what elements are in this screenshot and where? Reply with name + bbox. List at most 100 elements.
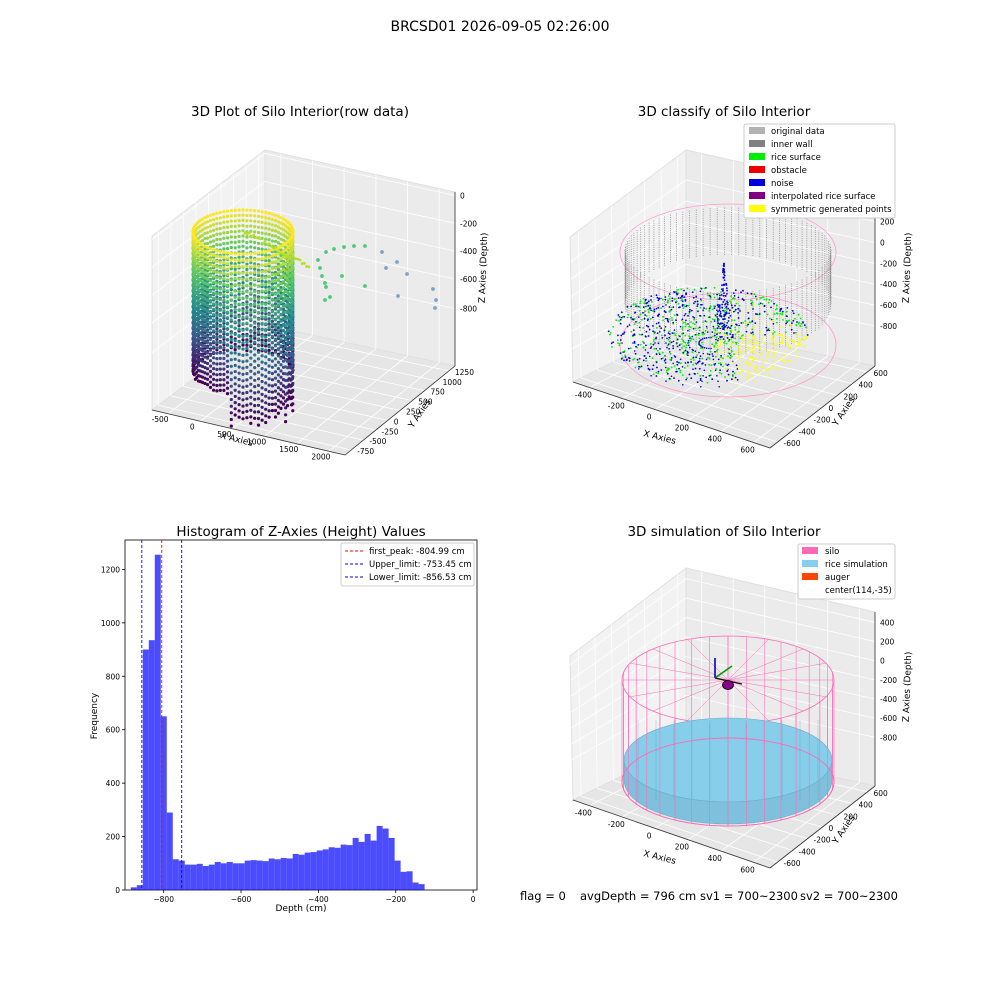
plot1-point: [249, 213, 253, 218]
plot1-point: [208, 311, 213, 315]
plot1-point: [208, 289, 213, 293]
plot1-point: [249, 389, 253, 393]
plot1-point: [241, 303, 245, 307]
plot1-point: [241, 322, 245, 326]
plot2-point: [757, 342, 760, 345]
plot2-point: [773, 313, 776, 315]
plot1-point: [252, 233, 256, 237]
plot1-outlier-point: [342, 245, 346, 249]
plot2-point: [638, 306, 641, 308]
plot2-point: [769, 355, 772, 358]
plot1-point: [206, 214, 210, 218]
plot1-point: [203, 304, 207, 309]
plot2-point: [716, 338, 719, 340]
grid-line: [571, 695, 876, 761]
plot2-point: [725, 356, 728, 359]
plot1-point: [241, 312, 245, 316]
plot2-point: [773, 331, 776, 333]
plot1-point: [264, 335, 268, 339]
plot2-point: [665, 317, 667, 320]
plot2-point: [680, 347, 683, 349]
plot2-point: [681, 318, 684, 321]
plot1-point: [212, 259, 216, 263]
plot1-point: [241, 296, 245, 300]
plot1-point: [195, 333, 199, 337]
plot2-point: [718, 323, 721, 325]
plot2-point: [709, 370, 712, 372]
plot2-point: [698, 337, 701, 340]
plot2-point: [616, 339, 619, 341]
plot2-point: [669, 358, 672, 361]
plot1-point: [273, 363, 278, 367]
plot2-point: [725, 332, 728, 334]
plot1-point: [200, 248, 205, 252]
plot1-point: [203, 216, 207, 220]
plot2-point: [730, 304, 733, 307]
plot1-point: [229, 391, 233, 395]
plot1-point: [222, 351, 226, 355]
plot1-point: [290, 351, 294, 355]
plot1-point: [256, 344, 261, 348]
plot2-point: [652, 343, 655, 346]
plot2-point: [703, 307, 705, 309]
plot1-point: [222, 325, 226, 329]
plot1-point: [254, 236, 258, 240]
plot2-point: [708, 294, 711, 297]
plot2-point: [699, 314, 701, 317]
plot2-point: [719, 307, 721, 309]
plot1-point: [267, 358, 271, 362]
plot1-point: [222, 362, 226, 366]
plot2-point: [678, 344, 681, 347]
plot1-point: [270, 234, 274, 238]
plot2-point: [747, 323, 749, 326]
plot2-point: [742, 370, 744, 373]
plot2-point: [646, 364, 649, 367]
plot1-point: [267, 222, 271, 226]
plot1-point: [249, 245, 253, 249]
plot2-point: [658, 297, 660, 300]
plot1-point: [273, 239, 278, 243]
z-tick-label: -400: [460, 247, 477, 256]
plot2-point: [647, 351, 649, 354]
plot2-point: [730, 344, 733, 347]
plot1-point: [215, 300, 219, 305]
plot1-point: [245, 403, 249, 407]
plot2-point: [749, 340, 751, 343]
plot2-point: [752, 308, 754, 310]
plot2-point: [619, 339, 622, 341]
plot2-point: [726, 303, 729, 306]
plot2-point: [633, 350, 636, 352]
plot2-point: [681, 333, 683, 335]
plot2-point: [679, 297, 682, 299]
plot1-point: [218, 260, 222, 264]
plot1-point: [273, 218, 278, 223]
plot2-point: [734, 333, 737, 336]
plot2-point: [690, 377, 693, 380]
plot1-point: [264, 394, 268, 398]
plot1-outlier-point: [396, 294, 400, 298]
plot2-point: [673, 332, 676, 335]
plot1-point: [264, 280, 268, 284]
plot2-point: [689, 326, 692, 328]
plot2-point: [651, 368, 654, 370]
plot1-point: [256, 416, 261, 421]
plot1-point: [253, 277, 257, 281]
plot2-point: [746, 292, 749, 295]
plot2-point: [742, 360, 745, 362]
plot2-point: [726, 322, 729, 324]
plot2-point: [764, 373, 767, 376]
plot1-point: [225, 348, 230, 352]
plot1-point: [286, 341, 290, 345]
plot1-point: [286, 259, 290, 263]
plot2-point: [746, 321, 748, 324]
histogram-bar: [136, 885, 143, 890]
grid-line: [220, 357, 413, 402]
plot1-point: [218, 243, 222, 247]
plot1-point: [208, 305, 213, 309]
plot1-point: [260, 215, 264, 219]
plot2-point: [702, 331, 704, 334]
plot1-point: [270, 347, 274, 351]
plot1-point: [276, 236, 280, 240]
plot1-point: [233, 382, 237, 386]
plot2-point: [762, 322, 765, 325]
